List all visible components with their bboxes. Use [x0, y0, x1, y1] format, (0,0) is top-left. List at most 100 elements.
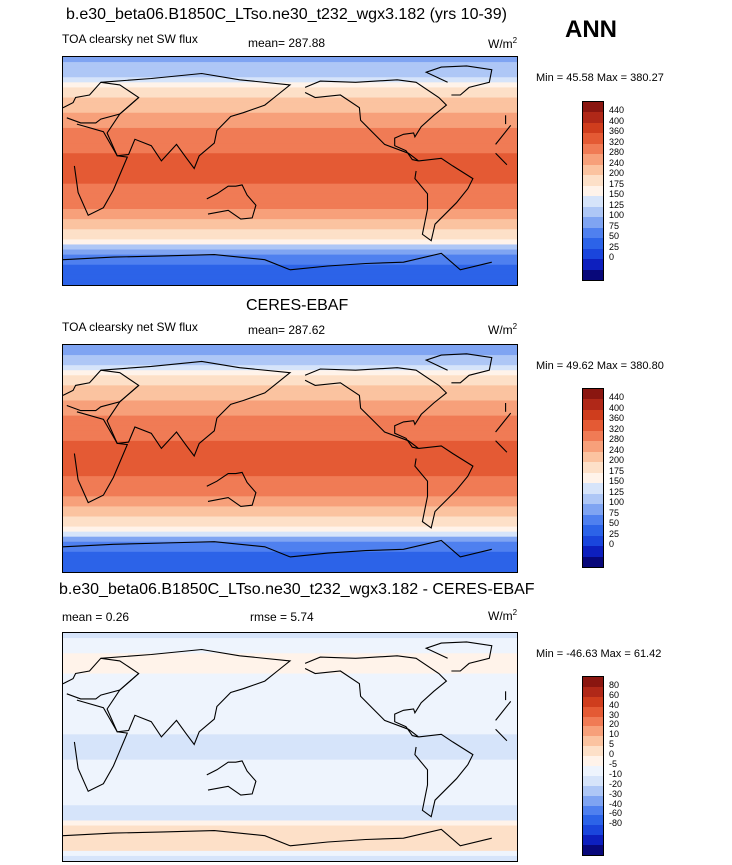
colorbar-label: 125 [609, 200, 625, 210]
colorbar-label: 440 [609, 392, 625, 402]
latitude-band [63, 561, 517, 568]
latitude-band [63, 355, 517, 361]
colorbar-label: 0 [609, 539, 615, 549]
latitude-band [63, 234, 517, 240]
latitude-band [63, 274, 517, 281]
latitude-band [63, 72, 517, 78]
colorbar-label: -60 [609, 808, 623, 818]
coastline-southamerica [414, 733, 474, 818]
coastline-antarctica [63, 254, 291, 271]
latitude-band [63, 719, 517, 725]
colorbar-label: -80 [609, 818, 623, 828]
colorbar-label: 50 [609, 518, 620, 528]
colorbar-label: 30 [609, 710, 620, 720]
colorbar-box [583, 102, 603, 112]
latitude-band [63, 350, 517, 356]
latitude-band [63, 825, 517, 832]
panel1-map-field [63, 57, 517, 285]
colorbar-box [583, 259, 603, 270]
coastline-northamerica [304, 655, 448, 738]
colorbar-label: 60 [609, 690, 620, 700]
colorbar-box [583, 815, 603, 825]
coastline-africa [73, 123, 129, 217]
latitude-band [63, 653, 517, 659]
colorbar-box [583, 835, 603, 845]
coastline-antarctica [289, 252, 492, 271]
panel1-units: W/m2 [488, 36, 518, 51]
latitude-band [63, 521, 517, 528]
latitude-band [63, 511, 517, 518]
panel2-mean: mean= 287.62 [248, 323, 326, 337]
colorbar-label: 240 [609, 158, 625, 168]
colorbar-label: 80 [609, 680, 620, 690]
coastline-africa [495, 728, 508, 742]
colorbar-box [583, 154, 603, 165]
coastline-antarctica [289, 828, 492, 847]
latitude-band [63, 133, 517, 139]
colorbar-label: 100 [609, 210, 625, 220]
coastline-africa [73, 411, 129, 504]
latitude-band [63, 714, 517, 720]
latitude-band [63, 122, 517, 129]
panel2-units: W/m2 [488, 322, 518, 337]
coastline-africa [495, 125, 512, 145]
colorbar-box [583, 238, 603, 249]
colorbar-label: 75 [609, 508, 620, 518]
colorbar-box [583, 462, 603, 473]
panel3-mean: mean = 0.26 [62, 610, 130, 624]
colorbar-box [583, 420, 603, 431]
colorbar-box [583, 483, 603, 494]
colorbar-label: 0 [609, 749, 615, 759]
colorbar-box [583, 776, 603, 786]
colorbar-box [583, 217, 603, 228]
latitude-band [63, 810, 517, 816]
latitude-band [63, 410, 517, 417]
colorbar-label: 25 [609, 529, 620, 539]
latitude-band [63, 486, 517, 492]
latitude-band [63, 815, 517, 822]
panel1-title: b.e30_beta06.B1850C_LTso.ne30_t232_wgx3.… [66, 6, 507, 23]
latitude-band [63, 531, 517, 538]
colorbar-box [583, 249, 603, 259]
colorbar-label: 10 [609, 729, 620, 739]
colorbar-label: 320 [609, 424, 625, 434]
colorbar-box [583, 756, 603, 766]
latitude-band [63, 143, 517, 149]
colorbar-label: 320 [609, 137, 625, 147]
coastline-southamerica [414, 157, 474, 242]
latitude-band [63, 709, 517, 715]
colorbar-box [583, 399, 603, 410]
colorbar-box [583, 112, 603, 123]
latitude-band [63, 264, 517, 271]
coastline-asia [100, 360, 292, 458]
latitude-band [63, 345, 517, 351]
latitude-band [63, 663, 517, 670]
latitude-band [63, 62, 517, 68]
latitude-band [63, 405, 517, 412]
latitude-band [63, 526, 517, 533]
latitude-band [63, 729, 517, 735]
latitude-band [63, 779, 517, 786]
latitude-band [63, 224, 517, 230]
latitude-band [63, 117, 517, 124]
colorbar-box [583, 165, 603, 175]
latitude-band [63, 138, 517, 144]
colorbar-box [583, 228, 603, 238]
latitude-band [63, 97, 517, 104]
latitude-band [63, 183, 517, 190]
colorbar-label: 440 [609, 105, 625, 115]
latitude-band [63, 107, 517, 114]
colorbar-label: 100 [609, 497, 625, 507]
latitude-band [63, 279, 517, 285]
latitude-band [63, 385, 517, 391]
latitude-band [63, 566, 517, 572]
panel2-title: CERES-EBAF [246, 297, 349, 314]
latitude-band [63, 744, 517, 751]
colorbar-box [583, 557, 603, 567]
colorbar-label: -10 [609, 769, 623, 779]
latitude-band [63, 158, 517, 164]
colorbar-box [583, 196, 603, 207]
latitude-band [63, 193, 517, 200]
latitude-band [63, 785, 517, 791]
panel1-mean: mean= 287.88 [248, 36, 326, 50]
